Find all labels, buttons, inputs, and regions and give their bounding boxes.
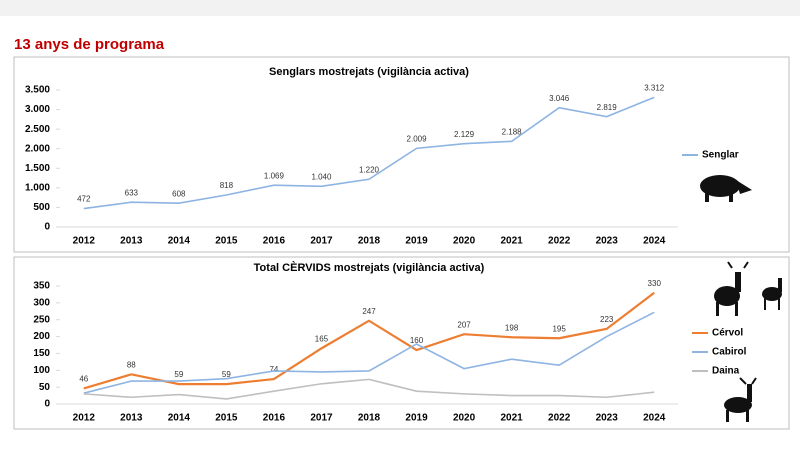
x-tick-label: 2014 <box>168 413 191 424</box>
data-label: 818 <box>220 181 234 190</box>
data-label: 74 <box>269 365 278 374</box>
x-tick-label: 2023 <box>596 413 619 424</box>
data-label: 2.819 <box>597 103 618 112</box>
x-tick-label: 2021 <box>500 236 523 247</box>
data-label: 198 <box>505 323 519 332</box>
series-line <box>83 311 655 394</box>
x-tick-label: 2019 <box>405 413 428 424</box>
legend-label: Daina <box>712 366 740 377</box>
chart-frame <box>13 256 790 430</box>
y-tick-label: 200 <box>33 331 50 342</box>
x-tick-label: 2022 <box>548 413 571 424</box>
data-label: 165 <box>315 334 329 343</box>
data-label: 2.188 <box>502 127 523 136</box>
x-tick-label: 2021 <box>500 413 523 424</box>
x-tick-label: 2015 <box>215 236 238 247</box>
x-tick-label: 2014 <box>168 236 191 247</box>
chart-frame <box>13 56 790 253</box>
data-label: 1.220 <box>359 165 380 174</box>
boar-icon <box>700 175 752 202</box>
series-line <box>83 96 655 210</box>
x-tick-label: 2017 <box>310 413 333 424</box>
x-tick-label: 2013 <box>120 413 143 424</box>
y-tick-label: 3.500 <box>25 85 50 96</box>
x-tick-label: 2020 <box>453 236 476 247</box>
data-label: 223 <box>600 315 614 324</box>
x-tick-label: 2016 <box>263 236 286 247</box>
data-label: 59 <box>174 370 183 379</box>
data-label: 195 <box>552 324 566 333</box>
chart-title: Senglars mostrejats (vigilància activa) <box>269 66 469 78</box>
data-label: 207 <box>457 320 471 329</box>
legend-label: Cérvol <box>712 328 743 339</box>
data-label: 1.040 <box>311 172 332 181</box>
data-label: 247 <box>362 307 376 316</box>
y-tick-label: 0 <box>44 222 50 233</box>
y-tick-label: 150 <box>33 348 50 359</box>
data-label: 2.009 <box>407 134 428 143</box>
chart-title: Total CÈRVIDS mostrejats (vigilància act… <box>254 261 485 274</box>
x-tick-label: 2022 <box>548 236 571 247</box>
data-label: 3.046 <box>549 94 570 103</box>
data-label: 59 <box>222 370 231 379</box>
x-tick-label: 2012 <box>73 236 96 247</box>
x-tick-label: 2016 <box>263 413 286 424</box>
data-label: 633 <box>125 188 139 197</box>
x-tick-label: 2018 <box>358 236 381 247</box>
series-line <box>83 378 655 400</box>
y-tick-label: 1.000 <box>25 182 50 193</box>
data-label: 330 <box>648 279 662 288</box>
y-tick-label: 100 <box>33 365 50 376</box>
legend-label: Senglar <box>702 150 739 161</box>
y-tick-label: 2.000 <box>25 143 50 154</box>
x-tick-label: 2024 <box>643 413 666 424</box>
data-label: 46 <box>79 375 88 384</box>
heading: 13 anys de programa <box>14 36 165 53</box>
data-label: 472 <box>77 195 91 204</box>
y-tick-label: 250 <box>33 314 50 325</box>
y-tick-label: 350 <box>33 281 50 292</box>
y-tick-label: 0 <box>44 399 50 410</box>
x-tick-label: 2012 <box>73 413 96 424</box>
data-label: 2.129 <box>454 130 475 139</box>
x-tick-label: 2019 <box>405 236 428 247</box>
data-label: 160 <box>410 336 424 345</box>
legend-label: Cabirol <box>712 347 747 358</box>
x-tick-label: 2018 <box>358 413 381 424</box>
x-tick-label: 2023 <box>596 236 619 247</box>
x-tick-label: 2020 <box>453 413 476 424</box>
y-tick-label: 300 <box>33 297 50 308</box>
deer-icon <box>714 261 782 422</box>
y-tick-label: 2.500 <box>25 124 50 135</box>
data-label: 3.312 <box>644 83 665 92</box>
x-tick-label: 2017 <box>310 236 333 247</box>
data-label: 608 <box>172 189 186 198</box>
series-line <box>83 291 655 390</box>
x-tick-label: 2015 <box>215 413 238 424</box>
data-label: 88 <box>127 360 136 369</box>
data-label: 1.069 <box>264 171 285 180</box>
x-tick-label: 2024 <box>643 236 666 247</box>
y-tick-label: 1.500 <box>25 163 50 174</box>
y-tick-label: 500 <box>33 202 50 213</box>
top-bar <box>0 0 800 16</box>
y-tick-label: 50 <box>39 382 51 393</box>
x-tick-label: 2013 <box>120 236 143 247</box>
y-tick-label: 3.000 <box>25 104 50 115</box>
